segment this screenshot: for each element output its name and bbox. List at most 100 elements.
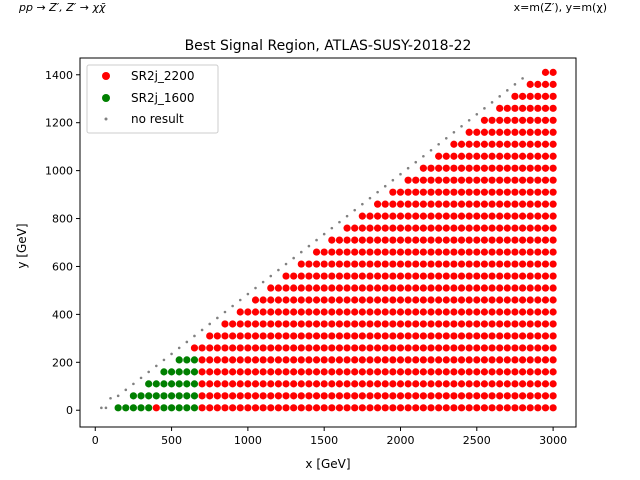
point-sr2j-2200 (419, 188, 427, 196)
point-sr2j-2200 (435, 392, 443, 400)
point-sr2j-2200 (343, 344, 351, 352)
point-sr2j-2200 (511, 356, 519, 364)
point-sr2j-2200 (198, 404, 206, 412)
point-sr2j-2200 (435, 344, 443, 352)
point-sr2j-2200 (488, 260, 496, 268)
point-sr2j-2200 (343, 392, 351, 400)
point-sr2j-2200 (282, 272, 290, 280)
point-sr2j-1600 (114, 404, 122, 412)
point-sr2j-2200 (389, 284, 397, 292)
point-sr2j-2200 (503, 164, 511, 172)
point-sr2j-2200 (297, 296, 305, 304)
point-sr2j-2200 (534, 188, 542, 196)
y-tick-label: 600 (52, 260, 73, 273)
plot-frame (79, 57, 577, 428)
point-sr2j-2200 (541, 320, 550, 328)
point-sr2j-2200 (480, 404, 489, 412)
point-sr2j-1600 (175, 392, 183, 400)
point-sr2j-2200 (213, 404, 221, 412)
point-sr2j-2200 (526, 200, 534, 208)
x-tick-label: 1500 (310, 434, 338, 447)
point-sr2j-2200 (518, 104, 527, 112)
point-sr2j-2200 (541, 368, 550, 376)
point-sr2j-2200 (351, 344, 359, 352)
point-sr2j-2200 (480, 212, 489, 220)
point-sr2j-2200 (335, 392, 344, 400)
point-sr2j-2200 (274, 344, 282, 352)
point-sr2j-2200 (541, 248, 550, 256)
point-sr2j-2200 (412, 368, 420, 376)
point-sr2j-2200 (419, 176, 427, 184)
point-sr2j-2200 (465, 296, 473, 304)
point-sr2j-2200 (389, 236, 397, 244)
point-sr2j-2200 (328, 404, 336, 412)
point-sr2j-2200 (473, 212, 481, 220)
point-sr2j-2200 (480, 116, 489, 124)
point-sr2j-2200 (488, 140, 496, 148)
point-sr2j-2200 (274, 332, 282, 340)
point-no-result (322, 232, 326, 236)
point-sr2j-2200 (274, 356, 282, 364)
point-sr2j-2200 (541, 272, 550, 280)
point-sr2j-2200 (541, 104, 550, 112)
point-sr2j-2200 (435, 380, 443, 388)
point-sr2j-2200 (511, 212, 519, 220)
point-sr2j-2200 (305, 332, 313, 340)
point-sr2j-2200 (297, 260, 305, 268)
point-sr2j-2200 (503, 200, 511, 208)
point-sr2j-2200 (297, 368, 305, 376)
point-sr2j-2200 (496, 260, 504, 268)
point-sr2j-1600 (145, 404, 153, 412)
point-sr2j-2200 (282, 320, 290, 328)
point-sr2j-2200 (404, 188, 412, 196)
point-sr2j-2200 (427, 284, 435, 292)
point-sr2j-2200 (198, 392, 206, 400)
point-sr2j-2200 (526, 260, 534, 268)
point-sr2j-2200 (335, 272, 344, 280)
point-sr2j-2200 (488, 404, 496, 412)
point-sr2j-2200 (290, 392, 298, 400)
point-sr2j-2200 (511, 128, 519, 136)
point-sr2j-2200 (351, 368, 359, 376)
point-sr2j-2200 (457, 212, 466, 220)
point-sr2j-2200 (511, 188, 519, 196)
point-sr2j-2200 (450, 368, 458, 376)
point-sr2j-2200 (389, 380, 397, 388)
point-no-result (521, 77, 524, 80)
point-sr2j-2200 (473, 368, 481, 376)
point-sr2j-2200 (381, 200, 389, 208)
point-sr2j-2200 (236, 344, 244, 352)
point-sr2j-2200 (549, 116, 557, 124)
point-sr2j-2200 (450, 320, 458, 328)
point-sr2j-2200 (389, 272, 397, 280)
point-sr2j-2200 (297, 308, 305, 316)
point-sr2j-2200 (496, 116, 504, 124)
point-sr2j-2200 (518, 212, 527, 220)
point-sr2j-2200 (518, 128, 527, 136)
point-sr2j-2200 (534, 152, 542, 160)
point-sr2j-2200 (488, 188, 496, 196)
point-sr2j-2200 (404, 344, 412, 352)
point-no-result (238, 298, 242, 302)
point-sr2j-2200 (427, 296, 435, 304)
point-sr2j-2200 (374, 284, 382, 292)
point-sr2j-2200 (534, 368, 542, 376)
point-sr2j-2200 (457, 392, 466, 400)
point-sr2j-2200 (312, 284, 321, 292)
point-sr2j-2200 (549, 260, 557, 268)
point-sr2j-1600 (183, 380, 191, 388)
point-sr2j-2200 (541, 236, 550, 244)
point-sr2j-2200 (221, 404, 229, 412)
point-sr2j-2200 (351, 224, 359, 232)
point-no-result (104, 406, 108, 410)
point-sr2j-2200 (511, 308, 519, 316)
point-sr2j-1600 (145, 380, 153, 388)
point-sr2j-2200 (366, 368, 374, 376)
point-no-result (124, 388, 128, 392)
point-sr2j-2200 (381, 344, 389, 352)
point-sr2j-1600 (145, 392, 153, 400)
point-sr2j-2200 (381, 332, 389, 340)
point-no-result (109, 396, 112, 400)
legend-label-sr2j-2200: SR2j_2200 (131, 69, 194, 83)
point-sr2j-2200 (511, 176, 519, 184)
